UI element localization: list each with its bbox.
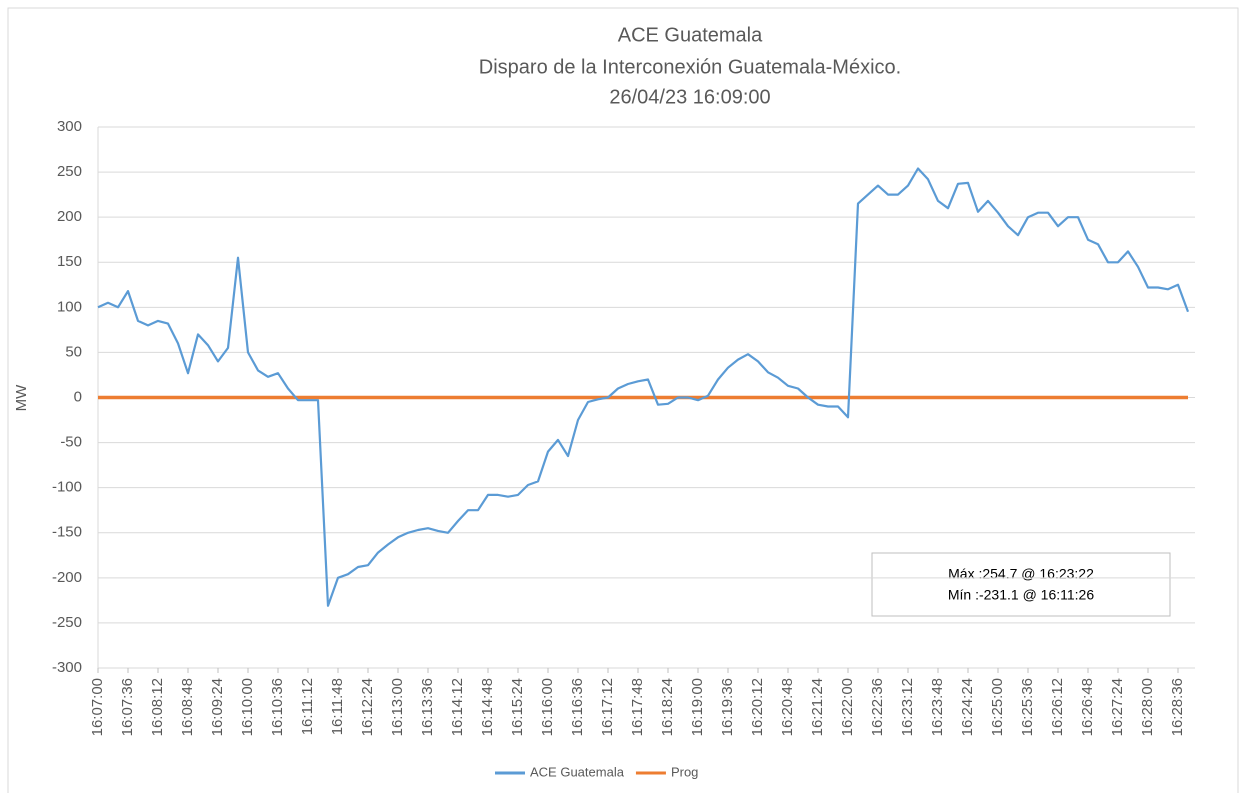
annotation-box xyxy=(871,552,1171,617)
x-tick-label: 16:14:12 xyxy=(449,678,466,736)
x-tick-label: 16:19:00 xyxy=(689,678,706,736)
x-tick-label: 16:23:12 xyxy=(899,678,916,736)
legend-label: ACE Guatemala xyxy=(530,764,625,779)
x-tick-label: 16:09:24 xyxy=(209,678,226,736)
annotation: Mín :-231.1 @ 16:11:26 xyxy=(948,587,1094,603)
y-tick-label: 300 xyxy=(57,118,82,135)
x-tick-label: 16:28:36 xyxy=(1169,678,1186,736)
legend-label: Prog xyxy=(671,764,698,779)
y-tick-label: 200 xyxy=(57,208,82,225)
x-tick-label: 16:25:36 xyxy=(1019,678,1036,736)
x-tick-label: 16:10:00 xyxy=(239,678,256,736)
x-tick-label: 16:17:12 xyxy=(599,678,616,736)
x-tick-label: 16:26:48 xyxy=(1079,678,1096,736)
x-tick-label: 16:24:24 xyxy=(959,678,976,736)
y-tick-label: -200 xyxy=(52,569,82,586)
x-tick-label: 16:19:36 xyxy=(719,678,736,736)
x-tick-label: 16:11:48 xyxy=(329,678,346,735)
y-tick-label: -300 xyxy=(52,659,82,676)
x-tick-label: 16:23:48 xyxy=(929,678,946,736)
chart-title: ACE Guatemala xyxy=(618,24,763,46)
x-tick-label: 16:11:12 xyxy=(299,678,316,735)
x-tick-label: 16:26:12 xyxy=(1049,678,1066,736)
series-line xyxy=(97,167,1190,607)
x-tick-label: 16:15:24 xyxy=(509,678,526,736)
x-tick-label: 16:16:00 xyxy=(539,678,556,736)
x-tick-label: 16:08:12 xyxy=(149,678,166,736)
x-tick-label: 16:22:36 xyxy=(869,678,886,736)
y-axis-label: MW xyxy=(13,384,30,411)
x-tick-label: 16:28:00 xyxy=(1139,678,1156,736)
y-tick-label: 50 xyxy=(65,343,82,360)
chart-subtitle: Disparo de la Interconexión Guatemala-Mé… xyxy=(479,56,901,78)
y-tick-label: -50 xyxy=(60,434,82,451)
y-tick-label: 250 xyxy=(57,163,82,180)
x-tick-label: 16:25:00 xyxy=(989,678,1006,736)
x-tick-label: 16:18:24 xyxy=(659,678,676,736)
annotation: Máx :254.7 @ 16:23:22 xyxy=(948,566,1094,582)
x-tick-label: 16:16:36 xyxy=(569,678,586,736)
x-tick-label: 16:22:00 xyxy=(839,678,856,736)
x-tick-label: 16:20:48 xyxy=(779,678,796,736)
x-tick-label: 16:17:48 xyxy=(629,678,646,736)
chart-subtitle: 26/04/23 16:09:00 xyxy=(609,86,770,108)
y-tick-label: -100 xyxy=(52,479,82,496)
x-tick-label: 16:27:24 xyxy=(1109,678,1126,736)
y-tick-label: 150 xyxy=(57,253,82,270)
x-tick-label: 16:13:36 xyxy=(419,678,436,736)
y-tick-label: 100 xyxy=(57,298,82,315)
x-tick-label: 16:08:48 xyxy=(179,678,196,736)
x-tick-label: 16:13:00 xyxy=(389,678,406,736)
x-tick-label: 16:14:48 xyxy=(479,678,496,736)
y-tick-label: 0 xyxy=(74,388,82,405)
chart-border xyxy=(7,7,1239,793)
x-tick-label: 16:21:24 xyxy=(809,678,826,736)
x-tick-label: 16:07:36 xyxy=(119,678,136,736)
y-tick-label: -150 xyxy=(52,524,82,541)
x-tick-label: 16:12:24 xyxy=(359,678,376,736)
x-tick-label: 16:07:00 xyxy=(89,678,106,736)
x-tick-label: 16:10:36 xyxy=(269,678,286,736)
y-tick-label: -250 xyxy=(52,614,82,631)
x-tick-label: 16:20:12 xyxy=(749,678,766,736)
